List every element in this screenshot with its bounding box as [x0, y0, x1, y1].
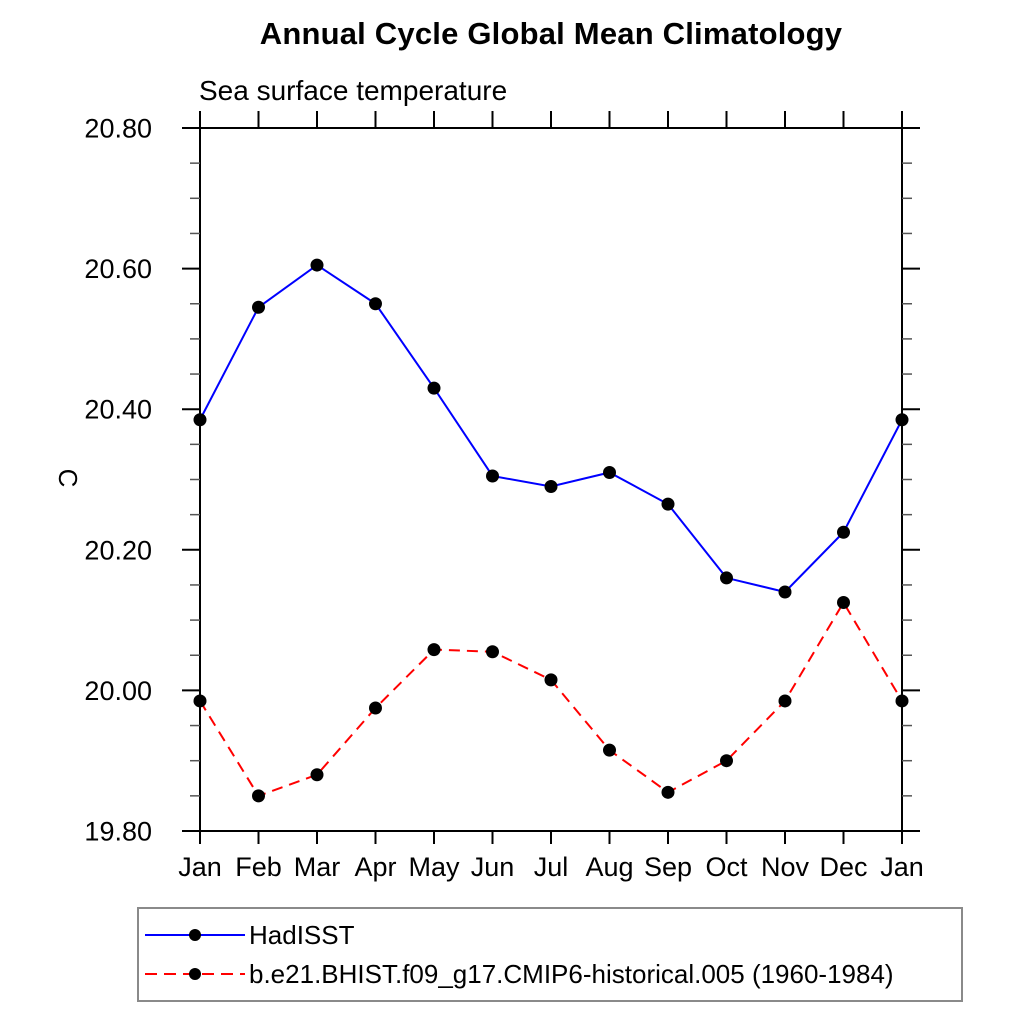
data-point-marker	[310, 768, 324, 782]
y-tick-label: 20.00	[84, 676, 152, 706]
data-point-marker	[486, 645, 499, 659]
data-point-marker	[720, 571, 733, 585]
legend-line-sample-dashed	[145, 968, 245, 980]
legend-label-model: b.e21.BHIST.f09_g17.CMIP6-historical.005…	[249, 959, 894, 989]
data-point-marker	[252, 789, 265, 803]
legend-marker-dot-icon	[189, 929, 201, 941]
x-tick-label: Jan	[880, 852, 924, 882]
y-tick-label: 20.60	[84, 254, 152, 284]
x-tick-label: Feb	[235, 852, 282, 882]
data-point-marker	[427, 381, 441, 395]
legend-marker-dot-icon	[189, 968, 201, 980]
x-tick-label: Sep	[644, 852, 692, 882]
chart-title: Annual Cycle Global Mean Climatology	[259, 16, 843, 51]
data-point-marker	[193, 694, 207, 708]
data-point-marker	[369, 701, 382, 715]
x-tick-label: Mar	[294, 852, 341, 882]
data-point-marker	[837, 525, 850, 539]
data-point-marker	[310, 258, 324, 272]
data-point-marker	[837, 596, 850, 610]
x-tick-label: Dec	[819, 852, 867, 882]
data-point-marker	[895, 694, 909, 708]
data-point-marker	[544, 673, 558, 687]
y-tick-label: 19.80	[84, 817, 152, 847]
data-point-marker	[486, 469, 499, 483]
series-line-hadisst	[199, 263, 903, 594]
data-point-marker	[895, 413, 909, 427]
legend: HadISST b.e21.BHIST.f09_g17.CMIP6-histor…	[137, 907, 963, 1002]
legend-item-model: b.e21.BHIST.f09_g17.CMIP6-historical.005…	[143, 957, 961, 991]
x-tick-label: May	[408, 852, 460, 882]
x-tick-label: Jan	[178, 852, 222, 882]
data-point-marker	[661, 785, 675, 799]
x-tick-label: Jul	[534, 852, 569, 882]
y-tick-label: 20.40	[84, 395, 152, 425]
legend-item-hadisst: HadISST	[143, 918, 961, 952]
x-tick-label: Oct	[705, 852, 748, 882]
data-point-marker	[778, 585, 792, 599]
legend-line-sample-solid	[145, 929, 245, 941]
data-point-marker	[252, 300, 265, 314]
data-point-marker	[193, 413, 207, 427]
series-line-model	[199, 600, 903, 798]
x-tick-label: Apr	[354, 852, 396, 882]
data-point-marker	[778, 694, 792, 708]
data-point-marker	[369, 297, 382, 311]
data-point-marker	[720, 754, 733, 768]
chart-subtitle: Sea surface temperature	[199, 75, 508, 106]
x-tick-label: Aug	[585, 852, 633, 882]
y-tick-label: 20.80	[84, 114, 152, 144]
data-point-marker	[603, 465, 616, 479]
x-tick-label: Jun	[471, 852, 515, 882]
y-tick-label: 20.20	[84, 535, 152, 565]
legend-label-hadisst: HadISST	[249, 920, 355, 950]
plot-border	[199, 127, 903, 832]
x-tick-label: Nov	[761, 852, 810, 882]
data-point-marker	[544, 480, 558, 494]
data-point-marker	[603, 743, 616, 757]
data-point-marker	[661, 497, 675, 511]
data-point-marker	[427, 643, 441, 657]
